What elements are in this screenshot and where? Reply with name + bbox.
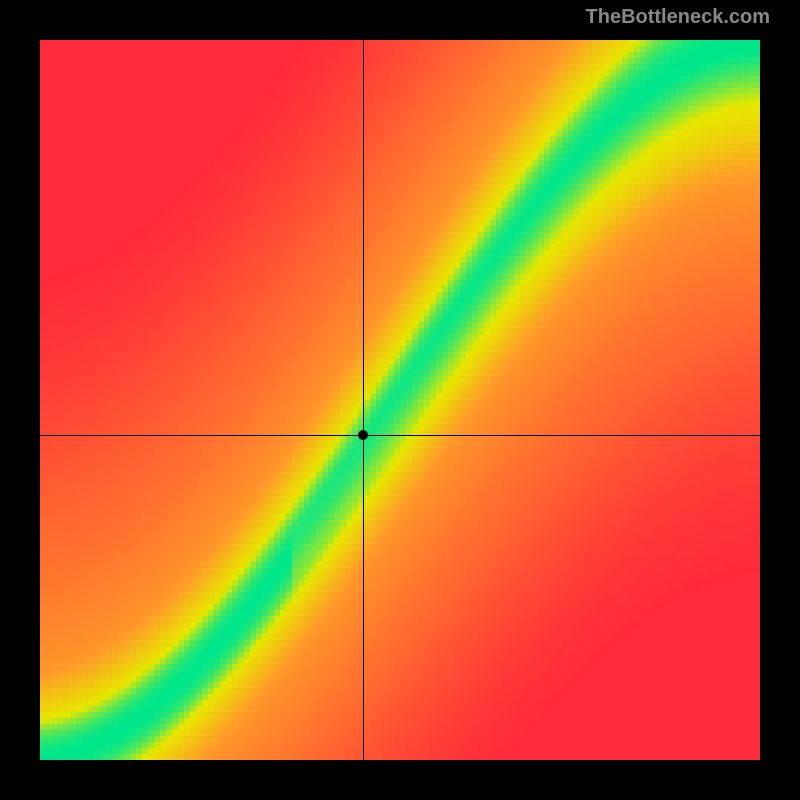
crosshair-horizontal (40, 435, 760, 436)
crosshair-vertical (363, 40, 364, 760)
heatmap-plot (40, 40, 760, 760)
watermark-text: TheBottleneck.com (586, 6, 770, 29)
heatmap-canvas (40, 40, 760, 760)
data-point-marker (358, 430, 368, 440)
